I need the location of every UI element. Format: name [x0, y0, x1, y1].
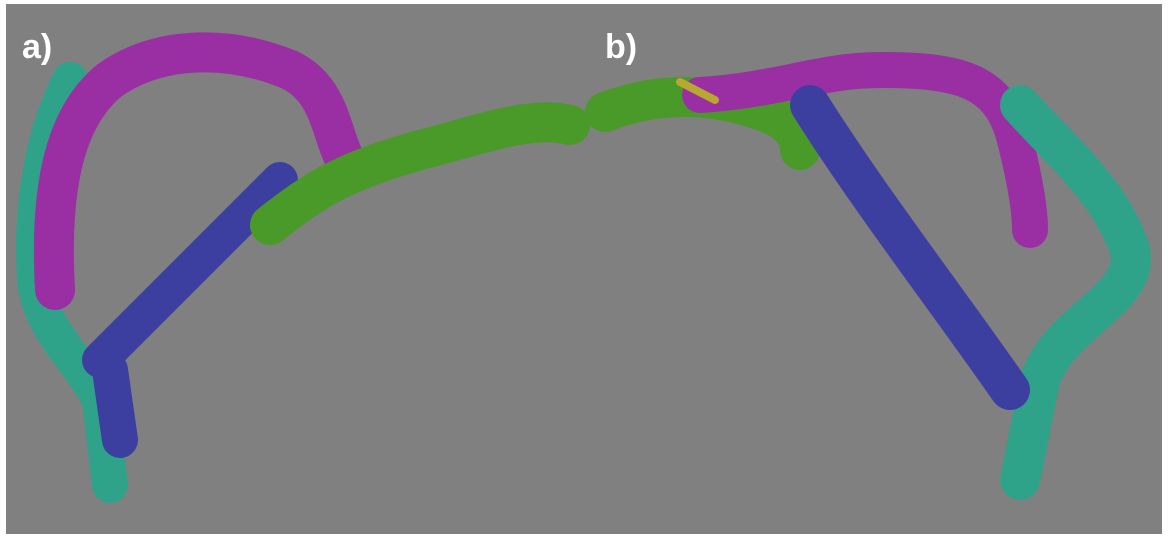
panel-label: b) [605, 28, 637, 66]
panel-label: a) [22, 28, 52, 66]
page: a) b) (() => { const data = JSON.parse(d… [0, 0, 1168, 540]
figure: a) b) [0, 0, 1168, 540]
